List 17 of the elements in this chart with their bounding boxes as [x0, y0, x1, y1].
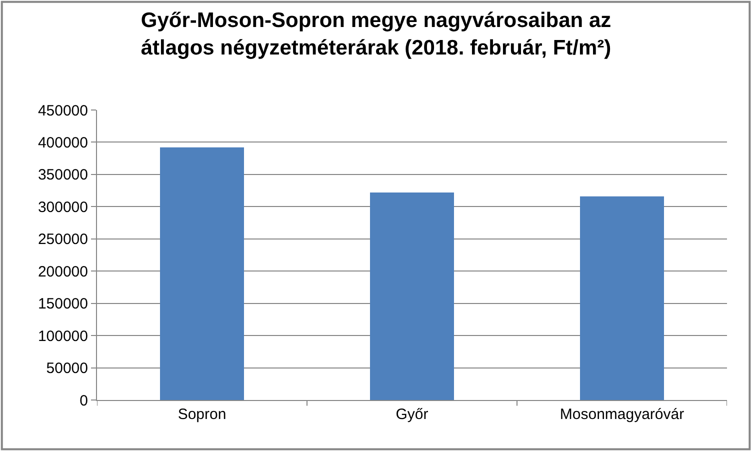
- x-tick-label: Győr: [396, 406, 428, 423]
- y-tick-label: 50000: [46, 360, 88, 378]
- bar: [580, 196, 664, 400]
- bar: [370, 192, 454, 400]
- bar: [160, 147, 244, 400]
- y-tick-label: 300000: [38, 198, 88, 216]
- y-tick-label: 450000: [38, 102, 88, 120]
- y-tick-label: 0: [80, 392, 88, 410]
- x-tick-label: Mosonmagyaróvár: [560, 406, 684, 423]
- x-tick-label: Sopron: [178, 406, 226, 423]
- y-tick-label: 150000: [38, 296, 88, 313]
- chart-title: Győr-Moson-Sopron megye nagyvárosaiban az átlagos négyzetméterárak (2018. február, Ft/m²): [140, 9, 612, 60]
- y-tick-label: 400000: [38, 134, 88, 152]
- y-tick-label: 250000: [38, 231, 88, 248]
- y-tick-label: 350000: [38, 166, 88, 184]
- y-tick-label: 100000: [38, 328, 88, 345]
- y-tick-label: 200000: [38, 263, 88, 280]
